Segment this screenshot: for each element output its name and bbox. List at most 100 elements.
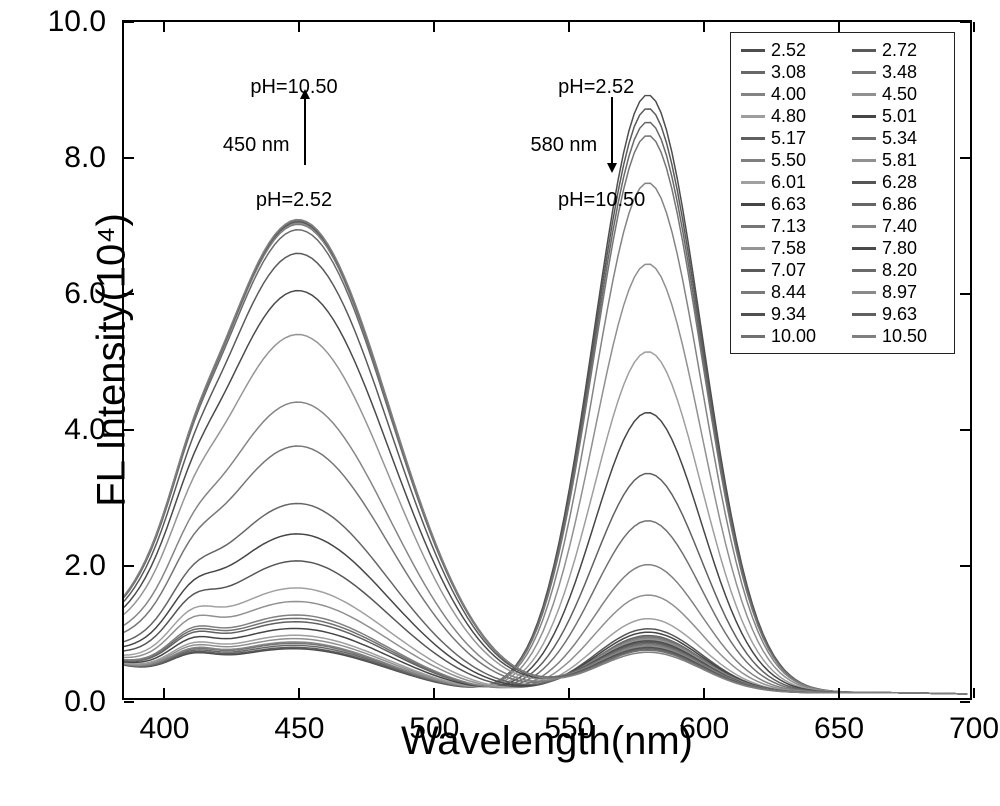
legend-swatch — [852, 335, 876, 338]
legend-item: 8.44 — [741, 281, 833, 303]
legend-swatch — [741, 159, 765, 162]
x-tick-label: 550 — [544, 712, 594, 746]
legend-label: 5.17 — [771, 127, 806, 149]
legend-item: 3.48 — [852, 61, 944, 83]
legend-label: 7.07 — [771, 259, 806, 281]
legend-swatch — [741, 335, 765, 338]
legend-item: 4.00 — [741, 83, 833, 105]
legend-swatch — [741, 247, 765, 250]
legend-label: 4.00 — [771, 83, 806, 105]
anno-left-top: pH=10.50 — [250, 76, 337, 99]
x-tick-label: 650 — [814, 712, 864, 746]
legend-swatch — [741, 291, 765, 294]
legend-swatch — [741, 269, 765, 272]
legend-label: 7.58 — [771, 237, 806, 259]
legend-label: 5.34 — [882, 127, 917, 149]
legend: 2.52 2.72 3.08 3.48 4.00 4.50 4.80 5.01 5.17 5.34… — [730, 32, 955, 354]
legend-label: 9.34 — [771, 303, 806, 325]
legend-swatch — [741, 71, 765, 74]
y-tick-label: 6.0 — [64, 277, 106, 311]
y-tick-label: 4.0 — [64, 413, 106, 447]
legend-label: 5.50 — [771, 149, 806, 171]
spectrum-line — [124, 446, 967, 694]
legend-swatch — [852, 181, 876, 184]
legend-item: 7.58 — [741, 237, 833, 259]
legend-item: 5.34 — [852, 127, 944, 149]
legend-label: 9.63 — [882, 303, 917, 325]
legend-label: 5.01 — [882, 105, 917, 127]
legend-label: 7.40 — [882, 215, 917, 237]
y-tick-label: 2.0 — [64, 549, 106, 583]
legend-item: 5.01 — [852, 105, 944, 127]
legend-swatch — [741, 225, 765, 228]
legend-swatch — [852, 49, 876, 52]
legend-label: 7.80 — [882, 237, 917, 259]
spectrum-line — [124, 352, 967, 694]
x-tick-label: 400 — [139, 712, 189, 746]
anno-right-bottom: pH=10.50 — [558, 189, 645, 212]
legend-swatch — [852, 115, 876, 118]
legend-item: 6.01 — [741, 171, 833, 193]
spectrum-line — [124, 521, 967, 694]
arrow-right — [611, 97, 613, 165]
legend-swatch — [852, 93, 876, 96]
x-tick-label: 450 — [274, 712, 324, 746]
legend-label: 7.13 — [771, 215, 806, 237]
legend-swatch — [741, 115, 765, 118]
legend-item: 8.97 — [852, 281, 944, 303]
legend-label: 2.52 — [771, 39, 806, 61]
legend-swatch — [852, 71, 876, 74]
spectrum-line — [124, 534, 967, 694]
anno-right-top: pH=2.52 — [558, 76, 634, 99]
legend-swatch — [852, 269, 876, 272]
y-tick-label: 10.0 — [48, 5, 106, 39]
legend-swatch — [852, 247, 876, 250]
legend-label: 8.44 — [771, 281, 806, 303]
legend-label: 5.81 — [882, 149, 917, 171]
legend-label: 6.01 — [771, 171, 806, 193]
legend-item: 4.80 — [741, 105, 833, 127]
legend-label: 8.97 — [882, 281, 917, 303]
legend-swatch — [741, 313, 765, 316]
legend-item: 6.86 — [852, 193, 944, 215]
legend-item: 7.40 — [852, 215, 944, 237]
legend-swatch — [741, 203, 765, 206]
legend-item: 9.63 — [852, 303, 944, 325]
legend-item: 6.63 — [741, 193, 833, 215]
legend-label: 6.86 — [882, 193, 917, 215]
x-tick-label: 700 — [949, 712, 999, 746]
legend-label: 10.00 — [771, 325, 816, 347]
legend-swatch — [852, 203, 876, 206]
spectrum-line — [124, 474, 967, 694]
legend-item: 4.50 — [852, 83, 944, 105]
legend-item: 8.20 — [852, 259, 944, 281]
x-tick-label: 500 — [409, 712, 459, 746]
legend-swatch — [852, 159, 876, 162]
legend-swatch — [852, 291, 876, 294]
y-tick-label: 8.0 — [64, 141, 106, 175]
legend-label: 3.08 — [771, 61, 806, 83]
legend-item: 5.17 — [741, 127, 833, 149]
legend-label: 4.80 — [771, 105, 806, 127]
legend-label: 2.72 — [882, 39, 917, 61]
y-axis-title: FL Intensity(10⁴) — [90, 213, 135, 507]
legend-item: 5.50 — [741, 149, 833, 171]
legend-item: 7.07 — [741, 259, 833, 281]
legend-label: 10.50 — [882, 325, 927, 347]
legend-item: 2.72 — [852, 39, 944, 61]
legend-swatch — [741, 49, 765, 52]
legend-item: 5.81 — [852, 149, 944, 171]
legend-label: 8.20 — [882, 259, 917, 281]
legend-swatch — [852, 225, 876, 228]
legend-swatch — [741, 137, 765, 140]
legend-item: 3.08 — [741, 61, 833, 83]
legend-item: 2.52 — [741, 39, 833, 61]
legend-label: 4.50 — [882, 83, 917, 105]
legend-swatch — [852, 313, 876, 316]
legend-swatch — [741, 181, 765, 184]
legend-label: 6.28 — [882, 171, 917, 193]
anno-left-mid: 450 nm — [223, 134, 290, 157]
anno-left-bottom: pH=2.52 — [256, 189, 332, 212]
legend-label: 6.63 — [771, 193, 806, 215]
legend-swatch — [741, 93, 765, 96]
